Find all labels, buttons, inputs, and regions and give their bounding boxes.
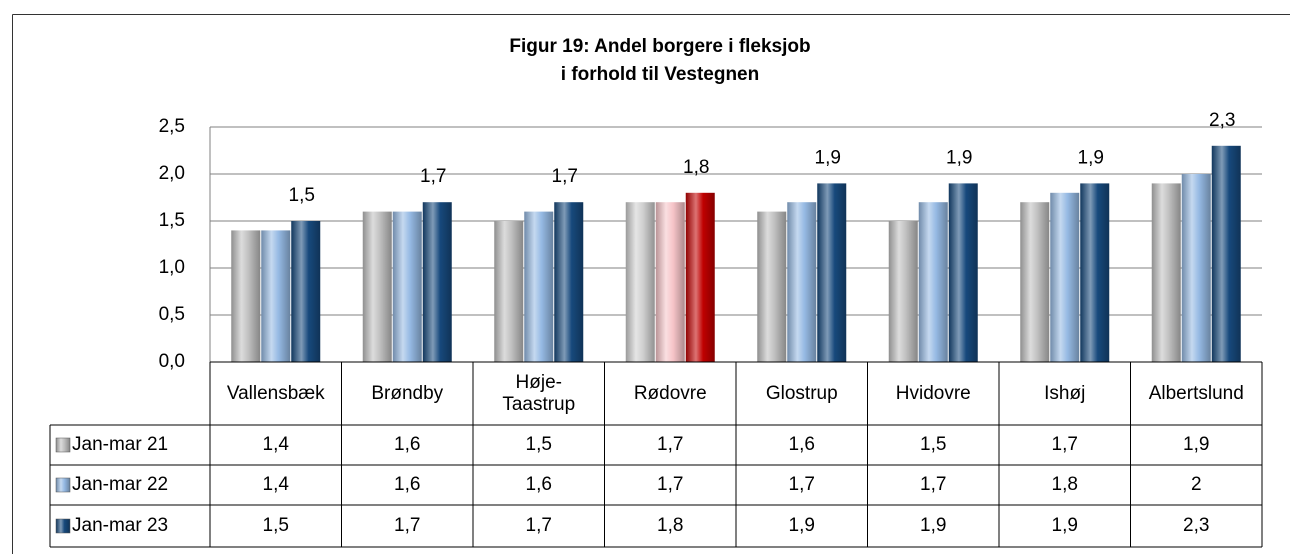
table-cell: 1,7: [789, 474, 815, 495]
bar: [1211, 145, 1241, 362]
bar: [1080, 183, 1110, 362]
data-label: 1,7: [420, 166, 446, 187]
data-label: 1,9: [1078, 147, 1104, 168]
table-cell: 2: [1191, 474, 1202, 495]
table-cell: 1,8: [657, 515, 683, 536]
table-cell: 1,7: [394, 515, 420, 536]
table-cell: 1,5: [920, 434, 946, 455]
legend-swatch: [55, 437, 71, 453]
bar: [888, 221, 918, 362]
y-tick-label: 2,5: [159, 116, 185, 137]
table-cell: 1,9: [789, 515, 815, 536]
table-cell: 2,3: [1183, 515, 1209, 536]
table-cell: 1,7: [526, 515, 552, 536]
chart-title: Figur 19: Andel borgere i fleksjob: [509, 36, 810, 57]
table-cell: 1,6: [394, 434, 420, 455]
x-tick-label: Vallensbæk: [226, 382, 325, 404]
bar: [1020, 202, 1050, 362]
data-label: 1,9: [946, 147, 972, 168]
table-cell: 1,9: [1052, 515, 1078, 536]
bar: [494, 221, 524, 362]
table-cell: 1,6: [789, 434, 815, 455]
data-label: 2,3: [1209, 110, 1235, 131]
table-cell: 1,4: [263, 434, 290, 455]
data-label: 1,7: [552, 166, 578, 187]
table-cell: 1,7: [657, 474, 683, 495]
y-tick-label: 0,0: [159, 351, 185, 372]
bar: [1151, 183, 1181, 362]
legend-label: Jan-mar 23: [72, 515, 168, 536]
bar: [948, 183, 978, 362]
table-cell: 1,9: [1183, 434, 1209, 455]
bar: [362, 211, 392, 362]
chart-subtitle: i forhold til Vestegnen: [561, 64, 759, 85]
y-tick-label: 2,0: [159, 163, 185, 184]
legend-label: Jan-mar 22: [72, 474, 168, 495]
y-tick-label: 0,5: [159, 304, 185, 325]
data-label: 1,8: [683, 157, 709, 178]
table-cell: 1,7: [1052, 434, 1078, 455]
bar: [918, 202, 948, 362]
legend-swatch: [55, 518, 71, 534]
bar: [231, 230, 261, 362]
bar: [554, 202, 584, 362]
bar: [422, 202, 452, 362]
x-tick-label: Rødovre: [633, 382, 707, 404]
table-cell: 1,7: [657, 434, 683, 455]
table-cell: 1,8: [1052, 474, 1078, 495]
x-tick-label: Hvidovre: [895, 382, 971, 404]
x-tick-label: Høje- Taastrup: [502, 371, 576, 415]
bar: [261, 230, 291, 362]
y-tick-label: 1,5: [159, 210, 185, 231]
table-cell: 1,5: [263, 515, 289, 536]
x-tick-label: Albertslund: [1148, 382, 1244, 404]
x-tick-label: Ishøj: [1044, 382, 1086, 404]
table-cell: 1,6: [526, 474, 552, 495]
bar: [787, 202, 817, 362]
table-cell: 1,6: [394, 474, 420, 495]
bar: [291, 221, 321, 362]
table-cell: 1,4: [263, 474, 290, 495]
y-tick-label: 1,0: [159, 257, 185, 278]
table-cell: 1,7: [920, 474, 946, 495]
bar: [524, 211, 554, 362]
bar: [1181, 174, 1211, 362]
table-cell: 1,9: [920, 515, 946, 536]
bar: [817, 183, 847, 362]
bar: [392, 211, 422, 362]
data-label: 1,9: [815, 147, 841, 168]
bar: [757, 211, 787, 362]
x-tick-label: Brøndby: [371, 382, 444, 404]
table-cell: 1,5: [526, 434, 552, 455]
bar: [685, 192, 715, 362]
legend-swatch: [55, 477, 71, 493]
data-label: 1,5: [289, 185, 315, 206]
bar: [655, 202, 685, 362]
bar: [1050, 192, 1080, 362]
x-tick-label: Glostrup: [765, 382, 838, 404]
bar: [625, 202, 655, 362]
legend-label: Jan-mar 21: [72, 434, 168, 455]
